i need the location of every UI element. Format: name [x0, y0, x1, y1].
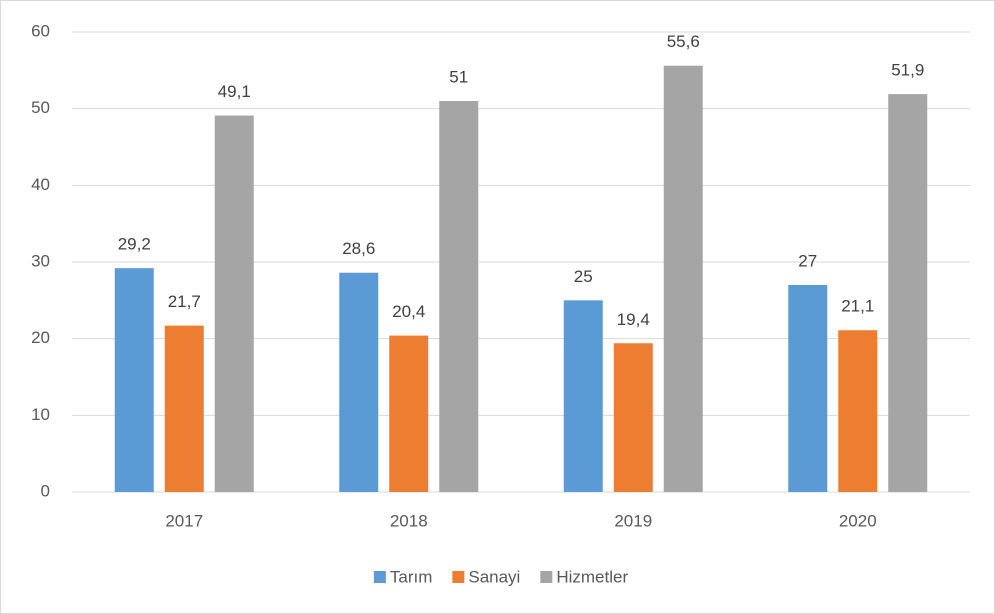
x-tick-label: 2019: [614, 511, 652, 530]
data-label: 21,7: [168, 292, 201, 311]
data-label: 20,4: [392, 302, 425, 321]
legend-label: Hizmetler: [556, 567, 628, 586]
x-tick-label: 2018: [390, 511, 428, 530]
bar: [339, 272, 379, 492]
bar: [613, 343, 653, 492]
data-label: 28,6: [342, 239, 375, 258]
bar: [888, 94, 928, 492]
bar: [164, 325, 204, 492]
y-tick-label: 40: [31, 175, 50, 194]
bar: [439, 101, 479, 492]
data-label: 55,6: [667, 32, 700, 51]
bar: [663, 65, 703, 492]
bar: [838, 330, 878, 492]
bar: [563, 300, 603, 492]
y-tick-label: 30: [31, 251, 50, 270]
legend-swatch: [373, 571, 386, 583]
bar: [788, 285, 828, 492]
y-tick-label: 10: [31, 405, 50, 424]
data-label: 19,4: [617, 310, 650, 329]
y-tick-label: 50: [31, 98, 50, 117]
legend-swatch: [540, 571, 553, 583]
legend-label: Sanayi: [468, 567, 520, 586]
data-label: 51: [449, 67, 468, 86]
data-label: 21,1: [841, 297, 874, 316]
data-label: 51,9: [891, 61, 924, 80]
bar: [389, 335, 429, 492]
data-label: 29,2: [118, 235, 151, 254]
y-tick-label: 0: [41, 481, 50, 500]
data-label: 27: [798, 251, 817, 270]
data-label: 49,1: [218, 82, 251, 101]
legend-label: Tarım: [390, 567, 433, 586]
x-tick-label: 2020: [839, 511, 877, 530]
y-tick-label: 60: [31, 21, 50, 40]
x-tick-label: 2017: [165, 511, 203, 530]
bar: [114, 268, 154, 492]
legend-swatch: [452, 571, 465, 583]
y-tick-label: 20: [31, 328, 50, 347]
bar: [214, 115, 254, 493]
data-label: 25: [574, 267, 593, 286]
